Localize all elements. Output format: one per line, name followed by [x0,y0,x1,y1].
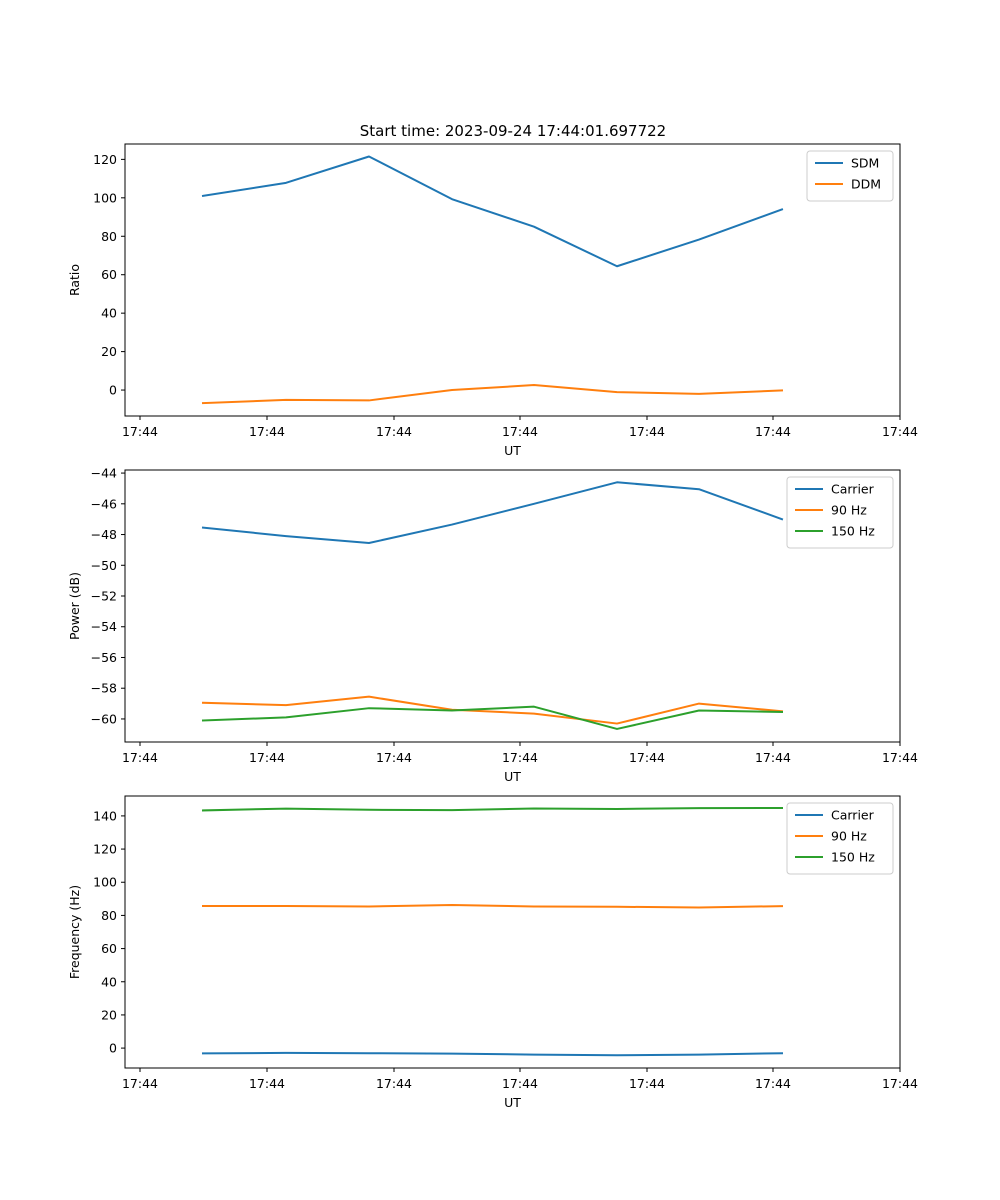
y-axis-label: Frequency (Hz) [67,885,82,979]
y-axis-label: Power (dB) [67,572,82,640]
y-tick-label: 60 [101,941,117,956]
y-tick-label: 0 [109,383,117,398]
series-line-carrier [201,481,784,544]
subplot-3: 0 20 40 60 80 100 120 140 17:44 17:44 17:44 17:44 17… [67,795,918,1110]
subplot-1: 0 20 40 60 80 100 120 17:44 17:44 17:44 17:44 17:44… [67,143,918,458]
y-tick-label: −58 [91,681,117,696]
x-tick-label: 17:44 [755,424,791,439]
x-axis-label: UT [504,769,521,784]
series-line-ddm [201,384,784,405]
x-tick-label: 17:44 [376,750,412,765]
y-tick-label: 40 [101,306,117,321]
x-axis-label: UT [504,443,521,458]
legend-label: Carrier [831,808,875,823]
y-tick-label: 100 [93,875,117,890]
x-tick-label: 17:44 [629,1076,665,1091]
legend-label: 90 Hz [831,829,867,844]
y-tick-label: −50 [91,558,117,573]
y-tick-label: 0 [109,1041,117,1056]
legend-label: SDM [851,156,879,171]
x-axis-label: UT [504,1095,521,1110]
y-tick-label: −54 [91,619,117,634]
x-tick-label: 17:44 [376,424,412,439]
y-tick-label: 80 [101,229,117,244]
series-line-carrier [201,1051,784,1057]
y-tick-label: 120 [93,152,117,167]
legend-label: 150 Hz [831,524,875,539]
legend-label: 90 Hz [831,503,867,518]
axes-frame [124,469,901,743]
series-line-90-hz [202,903,784,909]
y-tick-label: 100 [93,190,117,205]
x-tick-label: 17:44 [882,1076,918,1091]
y-tick-label: 120 [93,842,117,857]
x-tick-label: 17:44 [755,1076,791,1091]
x-tick-label: 17:44 [755,750,791,765]
x-tick-label: 17:44 [502,750,538,765]
y-tick-label: −48 [91,527,117,542]
axes-frame [124,143,901,417]
y-tick-label: −46 [91,496,117,511]
y-tick-label: −44 [91,466,117,481]
x-tick-label: 17:44 [502,1076,538,1091]
y-tick-label: 140 [93,808,117,823]
x-tick-label: 17:44 [122,750,158,765]
legend-label: DDM [851,177,881,192]
x-tick-label: 17:44 [249,750,285,765]
y-tick-label: −52 [91,589,117,604]
series-line-150-hz [201,806,784,812]
y-tick-label: −60 [91,711,117,726]
x-tick-label: 17:44 [882,750,918,765]
series-line-90-hz [201,695,784,725]
legend-label: Carrier [831,482,875,497]
chart-title: Start time: 2023-09-24 17:44:01.697722 [360,122,666,140]
series-line-150-hz [201,705,784,730]
x-tick-label: 17:44 [249,424,285,439]
axes-frame [124,795,901,1069]
y-tick-label: 60 [101,267,117,282]
subplot-2: −44 −46 −48 −50 −52 −54 −56 −58 −60 17:44 17:44 17:… [67,466,918,784]
x-tick-label: 17:44 [249,1076,285,1091]
legend-label: 150 Hz [831,850,875,865]
x-tick-label: 17:44 [122,424,158,439]
y-tick-label: 20 [101,344,117,359]
x-tick-label: 17:44 [376,1076,412,1091]
series-line-sdm [201,155,784,268]
x-tick-label: 17:44 [629,750,665,765]
x-tick-label: 17:44 [502,424,538,439]
x-tick-label: 17:44 [629,424,665,439]
y-tick-label: 20 [101,1007,117,1022]
y-tick-label: 80 [101,908,117,923]
y-tick-label: 40 [101,974,117,989]
x-tick-label: 17:44 [122,1076,158,1091]
x-tick-label: 17:44 [882,424,918,439]
y-axis-label: Ratio [67,264,82,296]
y-tick-label: −56 [91,650,117,665]
